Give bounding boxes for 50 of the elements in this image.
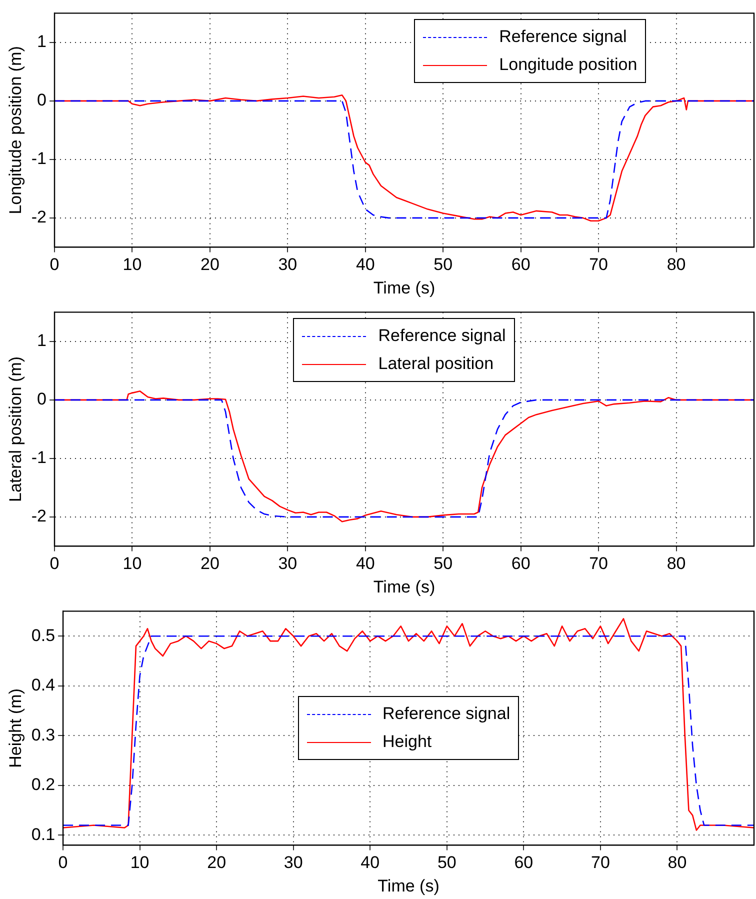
y-tick-label: 0 bbox=[37, 390, 47, 409]
y-axis-title: Lateral position (m) bbox=[6, 356, 25, 502]
x-tick-label: 10 bbox=[122, 255, 142, 274]
y-tick-label: 1 bbox=[37, 331, 47, 350]
y-tick-label: 1 bbox=[37, 32, 47, 52]
x-tick-label: 40 bbox=[356, 255, 375, 274]
x-tick-label: 30 bbox=[284, 853, 303, 872]
x-tick-label: 40 bbox=[360, 853, 380, 872]
x-axis-title: Time (s) bbox=[373, 577, 436, 596]
x-tick-label: 50 bbox=[434, 255, 453, 274]
x-tick-label: 40 bbox=[356, 554, 375, 574]
y-tick-label: -1 bbox=[31, 448, 47, 468]
x-axis-title: Time (s) bbox=[378, 876, 440, 896]
y-tick-label: 0.2 bbox=[31, 775, 56, 794]
x-tick-label: 10 bbox=[130, 853, 150, 872]
x-tick-label: 20 bbox=[200, 554, 220, 574]
y-tick-label: -2 bbox=[31, 208, 47, 227]
x-tick-label: 30 bbox=[278, 554, 298, 574]
x-tick-label: 70 bbox=[589, 255, 608, 274]
x-tick-label: 10 bbox=[122, 554, 142, 574]
y-tick-label: -2 bbox=[31, 506, 47, 526]
y-tick-label: 0.5 bbox=[31, 626, 56, 645]
x-tick-label: 50 bbox=[434, 554, 453, 574]
x-tick-label: 20 bbox=[207, 853, 226, 872]
x-tick-label: 70 bbox=[590, 853, 610, 872]
y-tick-label: 0.3 bbox=[31, 725, 56, 744]
x-tick-label: 60 bbox=[511, 554, 530, 574]
x-tick-label: 60 bbox=[511, 255, 530, 274]
y-axis-title: Longitude position (m) bbox=[6, 46, 25, 214]
x-tick-label: 60 bbox=[514, 853, 534, 872]
y-tick-label: 0.4 bbox=[31, 676, 56, 695]
legend-label: Reference signal bbox=[499, 27, 627, 48]
x-tick-label: 80 bbox=[666, 554, 686, 574]
x-axis-title: Time (s) bbox=[373, 278, 436, 298]
x-tick-label: 0 bbox=[58, 853, 68, 872]
x-tick-label: 70 bbox=[589, 554, 608, 574]
x-tick-label: 80 bbox=[666, 255, 686, 274]
x-tick-label: 30 bbox=[278, 255, 298, 274]
legend-label: Reference signal bbox=[378, 326, 506, 346]
y-axis-title: Height (m) bbox=[6, 688, 25, 768]
legend-label: Lateral position bbox=[378, 354, 494, 374]
y-tick-label: 0.1 bbox=[31, 824, 56, 844]
y-tick-label: 0 bbox=[37, 90, 47, 110]
x-tick-label: 50 bbox=[437, 853, 456, 872]
legend-label: Longitude position bbox=[499, 55, 638, 76]
legend-label: Reference signal bbox=[382, 704, 510, 724]
y-tick-label: -1 bbox=[31, 149, 47, 168]
x-tick-label: 80 bbox=[668, 853, 687, 872]
legend-label: Height bbox=[382, 732, 432, 752]
x-tick-label: 20 bbox=[200, 255, 220, 274]
